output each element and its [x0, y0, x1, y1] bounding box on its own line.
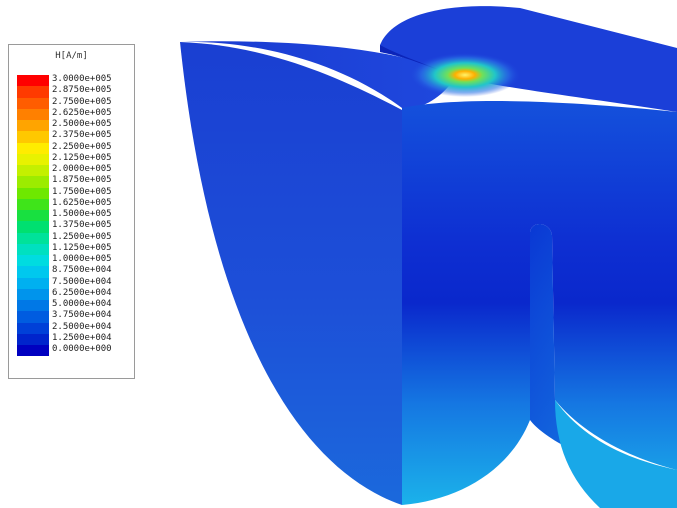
legend-row: 6.2500e+004: [17, 287, 137, 300]
right-top-face: [380, 6, 677, 113]
legend-label: 1.5000e+005: [52, 209, 112, 219]
legend-swatch: [17, 322, 49, 334]
legend-row: 2.6250e+005: [17, 107, 137, 120]
legend-label: 7.5000e+004: [52, 276, 112, 287]
legend-label: 1.1250e+005: [52, 242, 112, 253]
legend-swatch: [17, 288, 49, 300]
legend-label: 3.0000e+005: [52, 74, 112, 84]
legend-label: 1.2500e+004: [52, 332, 112, 343]
legend-row: 1.1250e+005: [17, 242, 137, 255]
legend-label: 1.7500e+005: [52, 186, 112, 197]
legend-row: 2.0000e+005: [17, 164, 137, 177]
legend-row: 7.5000e+004: [17, 276, 137, 289]
legend-label: 2.3750e+005: [52, 130, 112, 141]
legend-row: 1.7500e+005: [17, 186, 137, 199]
legend-row: 1.5000e+005: [17, 209, 137, 222]
legend-row: 1.6250e+005: [17, 197, 137, 210]
legend-swatch: [17, 142, 49, 154]
legend-swatch: [17, 187, 49, 199]
legend-swatch: [17, 232, 49, 244]
legend-label: 2.8750e+005: [52, 85, 112, 96]
legend-label: 2.2500e+005: [52, 141, 112, 152]
legend-row: 3.7500e+004: [17, 310, 137, 323]
legend-label: 2.0000e+005: [52, 164, 112, 174]
legend-swatch: [17, 266, 49, 278]
legend-swatch: [17, 75, 49, 87]
legend-swatch: [17, 243, 49, 255]
legend-swatch: [17, 198, 49, 210]
legend-swatch: [17, 131, 49, 143]
legend-swatch: [17, 120, 49, 132]
legend-label: 2.5000e+004: [52, 321, 112, 332]
legend-label: 2.1250e+005: [52, 152, 112, 163]
legend-swatch: [17, 86, 49, 98]
legend-swatch: [17, 311, 49, 323]
legend-row: 2.8750e+005: [17, 85, 137, 98]
legend-row: 2.3750e+005: [17, 130, 137, 143]
legend-swatch: [17, 97, 49, 109]
front-face: [402, 101, 677, 505]
legend-row: 1.2500e+005: [17, 231, 137, 244]
legend-swatch: [17, 153, 49, 165]
field-hotspot: [410, 53, 520, 97]
legend-row: 8.7500e+004: [17, 265, 137, 278]
legend-label: 1.6250e+005: [52, 197, 112, 208]
left-top-face: [180, 41, 455, 109]
legend-swatch: [17, 277, 49, 289]
legend-swatch: [17, 176, 49, 188]
legend-label: 0.0000e+000: [52, 344, 112, 354]
legend-swatch: [17, 165, 49, 177]
legend-label: 1.3750e+005: [52, 220, 112, 231]
legend-label: 2.6250e+005: [52, 107, 112, 118]
legend-swatch: [17, 300, 49, 312]
legend-row: 1.0000e+005: [17, 254, 137, 267]
legend-swatch: [17, 210, 49, 222]
legend-title: H[A/m]: [55, 51, 88, 61]
legend-swatch: [17, 333, 49, 345]
left-curved-face: [180, 42, 402, 505]
legend-label: 2.5000e+005: [52, 119, 112, 129]
legend-row: 2.7500e+005: [17, 96, 137, 109]
legend-swatch: [17, 255, 49, 267]
legend-scale: 3.0000e+005 2.8750e+005 2.7500e+005 2.6250e…: [17, 74, 137, 357]
slot-face: [530, 224, 677, 480]
right-curved-face: [555, 400, 677, 508]
legend-label: 1.8750e+005: [52, 175, 112, 186]
legend-label: 5.0000e+004: [52, 299, 112, 309]
legend-row: 2.5000e+004: [17, 321, 137, 334]
legend-label: 1.2500e+005: [52, 231, 112, 242]
legend-row: 1.3750e+005: [17, 220, 137, 233]
legend-row: 1.8750e+005: [17, 175, 137, 188]
legend-row: 2.5000e+005: [17, 119, 137, 132]
color-legend: H[A/m] 3.0000e+005 2.8750e+005 2.7500e+005…: [8, 44, 135, 379]
legend-label: 8.7500e+004: [52, 265, 112, 276]
legend-swatch: [17, 221, 49, 233]
legend-swatch: [17, 108, 49, 120]
legend-label: 3.7500e+004: [52, 310, 112, 321]
legend-row: 0.0000e+000: [17, 344, 137, 357]
legend-row: 1.2500e+004: [17, 332, 137, 345]
legend-label: 2.7500e+005: [52, 96, 112, 107]
legend-row: 3.0000e+005: [17, 74, 137, 87]
legend-label: 1.0000e+005: [52, 254, 112, 264]
legend-row: 2.2500e+005: [17, 141, 137, 154]
legend-swatch: [17, 345, 49, 357]
legend-row: 5.0000e+004: [17, 299, 137, 312]
legend-label: 6.2500e+004: [52, 287, 112, 298]
legend-row: 2.1250e+005: [17, 152, 137, 165]
